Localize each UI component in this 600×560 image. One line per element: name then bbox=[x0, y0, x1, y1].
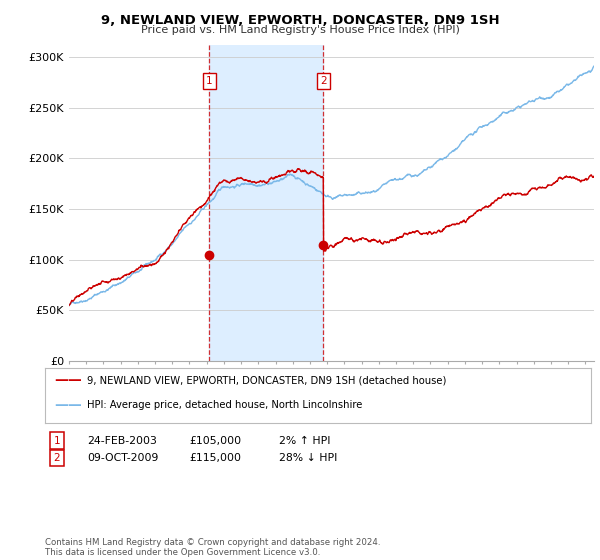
Text: ——: —— bbox=[54, 374, 82, 388]
Text: £105,000: £105,000 bbox=[189, 436, 241, 446]
Text: 9, NEWLAND VIEW, EPWORTH, DONCASTER, DN9 1SH: 9, NEWLAND VIEW, EPWORTH, DONCASTER, DN9… bbox=[101, 14, 499, 27]
Text: 24-FEB-2003: 24-FEB-2003 bbox=[87, 436, 157, 446]
Text: £115,000: £115,000 bbox=[189, 453, 241, 463]
Text: Price paid vs. HM Land Registry's House Price Index (HPI): Price paid vs. HM Land Registry's House … bbox=[140, 25, 460, 35]
Text: 2: 2 bbox=[53, 453, 61, 463]
Text: ——: —— bbox=[54, 399, 82, 412]
Text: 9, NEWLAND VIEW, EPWORTH, DONCASTER, DN9 1SH (detached house): 9, NEWLAND VIEW, EPWORTH, DONCASTER, DN9… bbox=[87, 375, 446, 385]
Text: HPI: Average price, detached house, North Lincolnshire: HPI: Average price, detached house, Nort… bbox=[87, 400, 362, 410]
Text: 1: 1 bbox=[206, 76, 212, 86]
Bar bbox=[209, 45, 323, 361]
Text: 1: 1 bbox=[53, 436, 61, 446]
Text: Contains HM Land Registry data © Crown copyright and database right 2024.
This d: Contains HM Land Registry data © Crown c… bbox=[45, 538, 380, 557]
Text: 2: 2 bbox=[320, 76, 327, 86]
Text: 09-OCT-2009: 09-OCT-2009 bbox=[87, 453, 158, 463]
Text: 28% ↓ HPI: 28% ↓ HPI bbox=[279, 453, 337, 463]
Text: 2% ↑ HPI: 2% ↑ HPI bbox=[279, 436, 331, 446]
